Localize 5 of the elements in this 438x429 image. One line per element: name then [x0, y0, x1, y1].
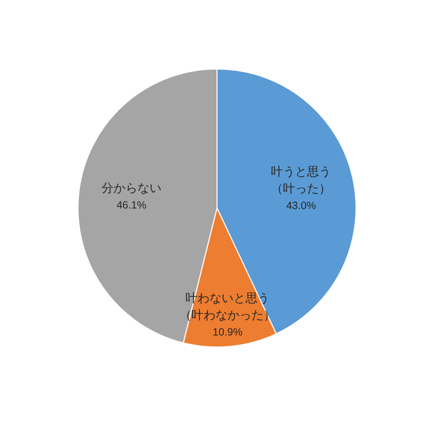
slice-label: 分からない — [101, 181, 162, 196]
data-label: 46.1% — [116, 200, 146, 212]
data-label: 10.9% — [212, 326, 242, 339]
data-label: 43.0% — [286, 200, 316, 212]
slice-label: 叶うと思う（叶った） — [271, 164, 332, 196]
